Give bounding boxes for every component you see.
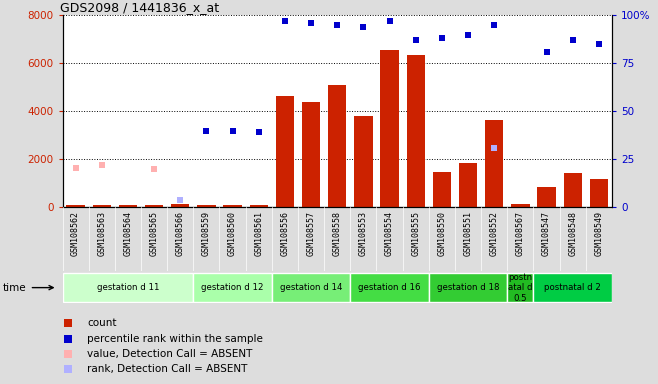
Bar xyxy=(511,204,530,207)
Text: GSM108548: GSM108548 xyxy=(569,210,577,255)
Text: value, Detection Call = ABSENT: value, Detection Call = ABSENT xyxy=(88,349,253,359)
Text: GSM108567: GSM108567 xyxy=(516,210,525,255)
Bar xyxy=(302,102,320,207)
Bar xyxy=(350,273,429,302)
Text: GSM108553: GSM108553 xyxy=(359,210,368,255)
Text: GSM108559: GSM108559 xyxy=(202,210,211,255)
Bar xyxy=(507,273,534,302)
Text: GSM108561: GSM108561 xyxy=(254,210,263,255)
Text: GSM108560: GSM108560 xyxy=(228,210,237,255)
Text: GDS2098 / 1441836_x_at: GDS2098 / 1441836_x_at xyxy=(60,1,219,14)
Text: rank, Detection Call = ABSENT: rank, Detection Call = ABSENT xyxy=(88,364,247,374)
Text: GSM108564: GSM108564 xyxy=(124,210,132,255)
Text: gestation d 14: gestation d 14 xyxy=(280,283,342,292)
Bar xyxy=(485,121,503,207)
Bar xyxy=(563,173,582,207)
Text: GSM108555: GSM108555 xyxy=(411,210,420,255)
Bar xyxy=(433,172,451,207)
Bar xyxy=(429,273,507,302)
Bar xyxy=(197,205,216,207)
Bar xyxy=(66,205,85,207)
Bar xyxy=(538,187,556,207)
Bar xyxy=(224,205,241,207)
Text: GSM108565: GSM108565 xyxy=(149,210,159,255)
Bar xyxy=(328,85,346,207)
Bar xyxy=(93,205,111,207)
Text: GSM108554: GSM108554 xyxy=(385,210,394,255)
Bar xyxy=(380,50,399,207)
Text: time: time xyxy=(3,283,53,293)
Text: gestation d 12: gestation d 12 xyxy=(201,283,264,292)
Bar xyxy=(145,205,163,207)
Bar xyxy=(407,55,425,207)
Text: postn
atal d
0.5: postn atal d 0.5 xyxy=(508,273,532,303)
Bar xyxy=(193,273,272,302)
Text: GSM108551: GSM108551 xyxy=(463,210,472,255)
Bar xyxy=(171,204,190,207)
Bar xyxy=(354,116,372,207)
Text: GSM108552: GSM108552 xyxy=(490,210,499,255)
Text: GSM108563: GSM108563 xyxy=(97,210,106,255)
Bar xyxy=(459,163,477,207)
Text: GSM108556: GSM108556 xyxy=(280,210,290,255)
Text: gestation d 16: gestation d 16 xyxy=(359,283,421,292)
Bar xyxy=(534,273,612,302)
Bar xyxy=(272,273,350,302)
Text: percentile rank within the sample: percentile rank within the sample xyxy=(88,334,263,344)
Text: GSM108557: GSM108557 xyxy=(307,210,316,255)
Text: gestation d 11: gestation d 11 xyxy=(97,283,159,292)
Text: gestation d 18: gestation d 18 xyxy=(437,283,499,292)
Text: GSM108566: GSM108566 xyxy=(176,210,185,255)
Bar xyxy=(276,96,294,207)
Bar xyxy=(249,205,268,207)
Bar xyxy=(118,205,137,207)
Bar xyxy=(590,179,608,207)
Bar xyxy=(63,273,193,302)
Text: GSM108547: GSM108547 xyxy=(542,210,551,255)
Text: GSM108558: GSM108558 xyxy=(333,210,342,255)
Text: GSM108550: GSM108550 xyxy=(438,210,446,255)
Text: count: count xyxy=(88,318,116,328)
Text: postnatal d 2: postnatal d 2 xyxy=(544,283,601,292)
Text: GSM108562: GSM108562 xyxy=(71,210,80,255)
Text: GSM108549: GSM108549 xyxy=(594,210,603,255)
